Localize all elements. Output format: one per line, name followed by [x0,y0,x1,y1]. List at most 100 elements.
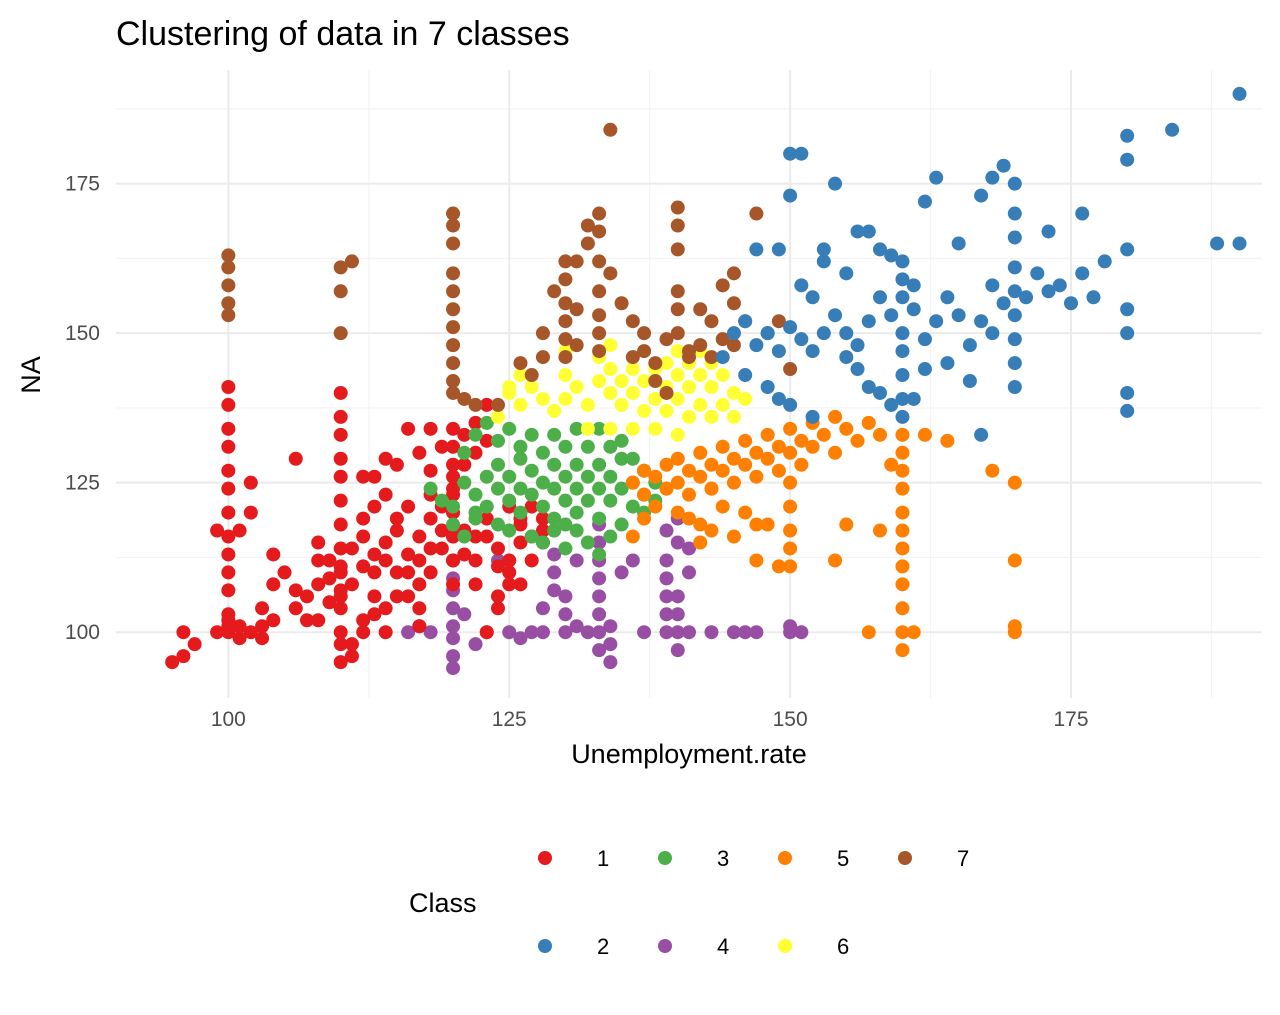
legend-label-1: 1 [597,846,609,871]
data-point-class-2 [1075,206,1090,221]
data-point-class-6 [580,397,595,412]
data-point-class-6 [726,409,741,424]
legend-label-2: 2 [597,934,609,959]
data-point-class-1 [502,577,517,592]
data-point-class-6 [614,374,629,389]
data-point-class-1 [412,577,427,592]
y-axis-ticks: 100 125 150 175 [65,173,100,645]
data-point-class-4 [468,637,483,652]
data-point-class-1 [367,565,382,580]
data-point-class-5 [895,463,910,478]
data-point-class-2 [985,170,1000,185]
data-point-class-6 [693,397,708,412]
data-point-class-7 [446,320,461,335]
data-point-class-4 [659,589,674,604]
data-point-class-7 [670,284,685,299]
data-point-class-2 [1030,266,1045,281]
data-point-class-7 [592,344,607,359]
data-point-class-1 [367,469,382,484]
data-point-class-5 [715,439,730,454]
data-point-class-1 [221,379,236,394]
data-point-class-5 [985,463,1000,478]
data-point-class-3 [457,475,472,490]
data-point-class-5 [805,439,820,454]
data-point-class-3 [535,499,550,514]
data-point-class-5 [682,487,696,502]
data-point-class-1 [232,619,247,634]
data-point-class-5 [771,463,786,478]
data-point-class-7 [592,224,607,239]
data-point-class-4 [794,625,809,640]
data-point-class-1 [457,427,472,442]
data-point-class-6 [625,421,640,436]
data-point-class-2 [715,350,730,365]
data-point-class-7 [457,391,472,406]
data-point-class-5 [693,469,708,484]
data-point-class-7 [637,326,652,341]
y-tick-label: 175 [65,173,100,196]
data-point-class-5 [760,427,775,442]
data-point-class-4 [446,649,461,664]
data-point-class-7 [670,302,685,317]
data-point-class-1 [468,529,483,544]
data-point-class-2 [771,242,786,257]
data-point-class-2 [1120,128,1135,143]
data-point-class-1 [333,559,348,574]
data-point-class-7 [592,254,607,269]
data-point-class-4 [749,625,764,640]
data-point-class-6 [637,403,652,418]
data-point-class-1 [412,445,427,460]
data-point-class-5 [783,421,798,436]
data-point-class-4 [670,643,685,658]
data-point-class-5 [738,505,753,520]
data-point-class-6 [659,356,674,371]
data-point-class-3 [558,493,573,508]
data-point-class-2 [783,188,798,203]
data-point-class-2 [906,278,921,293]
data-point-class-3 [569,421,584,436]
data-point-class-7 [614,296,629,311]
data-point-class-4 [558,607,573,622]
data-point-class-7 [446,302,461,317]
data-point-class-5 [682,463,696,478]
data-point-class-3 [502,493,517,508]
data-point-class-3 [625,451,640,466]
data-point-class-7 [558,350,573,365]
data-point-class-1 [401,499,416,514]
legend-key-2 [538,939,552,953]
data-point-class-4 [726,625,741,640]
data-point-class-5 [749,445,764,460]
data-point-class-4 [401,625,416,640]
data-point-class-1 [311,553,326,568]
data-point-class-4 [670,535,685,550]
data-point-class-7 [558,254,573,269]
data-point-class-5 [895,541,910,556]
data-point-class-1 [378,625,393,640]
data-point-class-1 [333,601,348,616]
data-point-class-1 [210,625,225,640]
x-tick-label: 100 [211,708,246,731]
data-point-class-5 [839,517,854,532]
data-point-class-4 [670,589,685,604]
data-point-class-4 [592,643,607,658]
data-point-class-5 [738,457,753,472]
data-point-class-1 [221,463,236,478]
data-point-class-4 [682,625,696,640]
data-point-class-1 [412,601,427,616]
data-point-class-1 [457,547,472,562]
data-point-class-3 [491,457,505,472]
data-point-class-5 [625,475,640,490]
data-point-class-3 [569,523,584,538]
data-point-class-1 [333,541,348,556]
data-point-class-4 [569,553,584,568]
data-point-class-3 [547,523,562,538]
data-point-class-2 [1041,284,1056,299]
data-point-class-1 [468,415,483,430]
data-point-class-2 [1007,230,1022,245]
data-point-class-5 [783,445,798,460]
legend-label-7: 7 [957,846,969,871]
data-point-class-6 [693,368,708,383]
legend-label-5: 5 [837,846,849,871]
data-point-class-1 [401,565,416,580]
data-point-class-5 [704,457,719,472]
